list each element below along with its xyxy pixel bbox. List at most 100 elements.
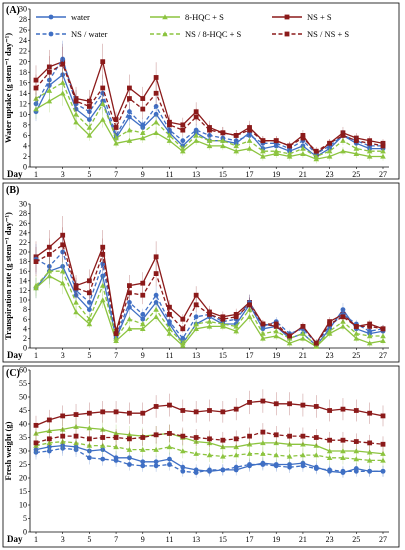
data-point [326,328,333,334]
data-point [180,468,186,474]
data-point [246,145,253,151]
data-point [86,455,92,461]
data-point [193,470,199,475]
data-point [167,304,172,310]
data-point [126,137,133,143]
data-point [59,79,66,85]
data-point [353,151,360,157]
data-point [380,338,386,343]
data-point [59,268,66,274]
data-point [260,335,266,341]
data-point [367,328,373,334]
legend-swatch-marker [162,31,168,37]
data-point [300,151,306,157]
data-point [139,446,146,452]
data-point [273,321,279,327]
legend-item: NS + S [272,12,332,22]
y-tick-label: 16 [19,78,27,87]
data-point [380,457,386,463]
data-point [233,314,239,320]
data-point [380,143,386,149]
data-point [167,122,172,128]
y-tick-label: 2 [23,334,27,343]
data-point [353,330,360,336]
data-point [273,463,279,469]
data-point [126,446,133,452]
data-point [86,410,92,416]
data-point [366,148,373,154]
data-point [300,145,306,151]
y-tick-label: 30 [19,447,27,456]
y-tick-label: 12 [19,99,27,108]
series-ns-water [33,440,386,478]
data-point [367,324,373,329]
x-tick-label: 5 [87,535,91,544]
data-point [60,433,66,439]
data-point [193,409,199,415]
y-tick-label: 20 [19,474,27,483]
data-point [207,408,212,413]
y-tick-label: 22 [19,47,27,56]
data-point [380,450,386,456]
data-point [140,122,146,128]
data-point [366,333,373,339]
y-tick-label: 24 [19,36,27,45]
data-point [260,148,266,154]
y-tick-label: 30 [19,5,27,14]
data-point [260,138,266,144]
y-axis-title: Water uptake (g stem⁻¹ day⁻¹) [3,33,13,143]
data-point [140,463,146,469]
data-point [73,423,79,429]
data-point [206,323,213,329]
data-point [300,433,306,439]
data-point [247,127,252,133]
data-point [220,316,226,322]
data-point [127,300,132,305]
data-point [206,143,213,149]
data-point [206,137,213,143]
legend-item: NS / 8-HQC + S [150,29,242,39]
data-point [353,145,360,151]
data-point [273,148,280,154]
x-tick-label: 11 [166,535,174,544]
data-point [353,439,359,444]
data-point [367,440,373,446]
data-point [153,129,159,135]
data-point [73,412,79,417]
data-point [100,456,106,462]
x-tick-label: 25 [352,351,360,360]
data-point [380,148,386,154]
data-point [153,119,159,125]
data-point [166,132,173,138]
y-tick-label: 6 [23,131,27,140]
data-point [139,321,146,327]
data-point [313,153,320,159]
data-point [99,282,106,288]
legend-label: NS + S [307,12,332,22]
x-tick-label: 7 [114,170,118,179]
data-point [113,331,119,336]
series-ns-8-hqc-s [33,68,386,161]
data-point [33,259,39,264]
x-tick-label: 1 [34,170,38,179]
y-tick-label: 8 [23,305,27,314]
x-tick-label: 23 [326,535,334,544]
y-tick-label: 16 [19,267,27,276]
x-axis-title: Day [7,534,23,544]
data-point [233,143,239,149]
x-tick-label: 25 [352,535,360,544]
legend-label: 8-HQC + S [185,12,224,22]
data-point [366,457,373,463]
y-tick-label: 12 [19,286,27,295]
x-tick-label: 23 [326,351,334,360]
data-point [193,314,199,320]
legend-swatch-marker [284,31,290,37]
data-point [340,406,346,412]
data-point [127,455,132,461]
data-point [353,456,360,462]
data-point [113,444,119,450]
data-point [313,404,319,409]
data-point [193,326,199,331]
